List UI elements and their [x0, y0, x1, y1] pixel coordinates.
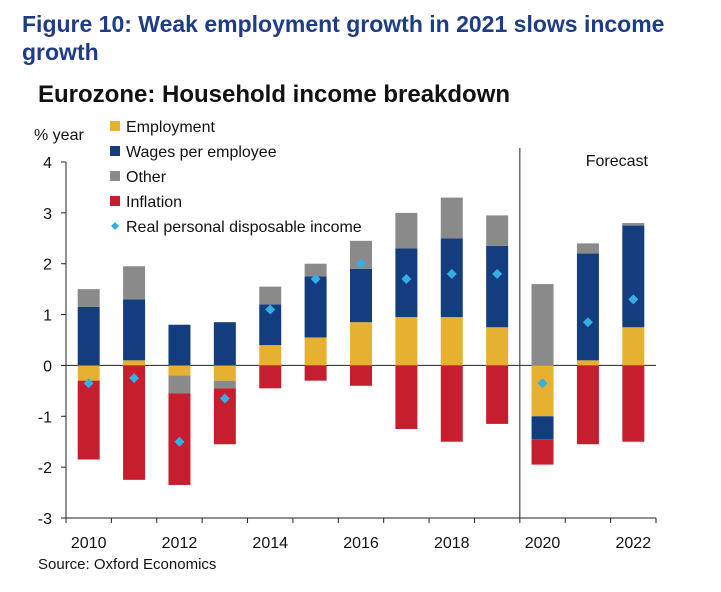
y-tick-label: 4 [43, 155, 52, 172]
bar-employment-2015 [304, 337, 327, 366]
point-real-personal-disposable-income-2012 [174, 436, 185, 447]
bar-inflation-2015 [304, 365, 327, 381]
bar-inflation-2018 [440, 365, 463, 442]
bar-inflation-2019 [486, 365, 509, 424]
bar-employment-2017 [395, 317, 418, 366]
bar-other-2010 [77, 289, 100, 307]
bar-other-2015 [304, 263, 327, 277]
bar-other-2017 [395, 212, 418, 249]
y-tick-label: -3 [38, 511, 52, 528]
legend-label-real-personal-disposable-income: Real personal disposable income [126, 219, 362, 236]
legend-swatch-other [110, 171, 120, 181]
bar-other-2019 [486, 215, 509, 246]
point-real-personal-disposable-income-2014 [265, 304, 276, 315]
bar-wages-per-employee-2022 [622, 225, 645, 328]
bar-other-2018 [440, 197, 463, 239]
bar-inflation-2011 [123, 365, 146, 480]
bar-inflation-2020 [531, 439, 554, 465]
y-tick-label: 1 [43, 308, 52, 325]
legend-label-inflation: Inflation [126, 194, 182, 211]
bar-employment-2021 [576, 360, 599, 366]
source-note: Source: Oxford Economics [38, 556, 217, 573]
bar-wages-per-employee-2016 [350, 268, 372, 323]
bar-employment-2016 [350, 322, 372, 366]
point-real-personal-disposable-income-2015 [310, 273, 321, 284]
bar-employment-2011 [123, 360, 146, 366]
legend-swatch-real-personal-disposable-income [111, 222, 119, 230]
bar-employment-2020 [531, 365, 554, 417]
bar-wages-per-employee-2020 [531, 416, 554, 440]
bar-other-2012 [168, 375, 191, 394]
point-real-personal-disposable-income-2016 [356, 258, 366, 269]
point-real-personal-disposable-income-2019 [492, 268, 503, 279]
legend-label-employment: Employment [126, 119, 215, 136]
bar-employment-2018 [440, 317, 463, 366]
forecast-label: Forecast [586, 153, 649, 170]
x-tick-label: 2016 [343, 535, 379, 552]
y-tick-label: -2 [38, 460, 52, 477]
point-real-personal-disposable-income-2020 [537, 378, 548, 389]
bar-wages-per-employee-2010 [77, 306, 100, 366]
x-tick-label: 2018 [434, 535, 470, 552]
x-tick-label: 2014 [252, 535, 288, 552]
legend-label-other: Other [126, 169, 167, 186]
y-tick-label: -1 [38, 409, 52, 426]
point-real-personal-disposable-income-2022 [628, 294, 639, 305]
figure-title: Figure 10: Weak employment growth in 202… [22, 11, 665, 65]
bar-other-2022 [622, 223, 645, 226]
x-tick-label: 2010 [71, 535, 107, 552]
y-tick-label: 3 [43, 206, 52, 223]
point-real-personal-disposable-income-2010 [83, 378, 94, 389]
y-tick-label: 0 [43, 358, 52, 375]
bar-wages-per-employee-2015 [304, 276, 327, 338]
bar-inflation-2014 [259, 365, 282, 389]
bar-other-2021 [576, 243, 599, 254]
bar-other-2016 [350, 240, 372, 269]
legend-swatch-employment [110, 121, 120, 131]
x-tick-label: 2022 [616, 535, 652, 552]
bar-wages-per-employee-2019 [486, 245, 509, 328]
bar-inflation-2013 [213, 388, 236, 445]
legend-swatch-wages-per-employee [110, 146, 120, 156]
bar-other-2014 [259, 286, 282, 305]
point-real-personal-disposable-income-2017 [401, 273, 412, 284]
bar-other-2011 [123, 266, 146, 300]
bar-other-2013 [213, 380, 236, 389]
chart-title: Eurozone: Household income breakdown [38, 81, 511, 108]
y-axis-label: % year [34, 127, 84, 144]
legend-label-wages-per-employee: Wages per employee [126, 144, 277, 161]
point-real-personal-disposable-income-2013 [219, 393, 230, 404]
bar-wages-per-employee-2021 [576, 253, 599, 361]
bar-inflation-2010 [77, 380, 100, 460]
point-real-personal-disposable-income-2021 [582, 317, 593, 328]
bar-employment-2014 [259, 345, 282, 366]
x-tick-label: 2020 [525, 535, 561, 552]
bar-employment-2022 [622, 327, 645, 366]
x-tick-label: 2012 [162, 535, 198, 552]
bar-wages-per-employee-2013 [213, 322, 236, 366]
bar-wages-per-employee-2012 [168, 324, 191, 366]
legend-swatch-inflation [110, 196, 120, 206]
bar-employment-2019 [486, 327, 509, 366]
bar-inflation-2021 [576, 365, 599, 445]
bar-wages-per-employee-2014 [259, 304, 282, 346]
bar-inflation-2016 [350, 365, 372, 386]
bar-employment-2012 [168, 365, 191, 376]
bar-other-2020 [531, 284, 554, 366]
point-real-personal-disposable-income-2018 [446, 268, 457, 279]
bar-employment-2010 [77, 365, 100, 381]
bar-inflation-2017 [395, 365, 418, 429]
bar-wages-per-employee-2011 [123, 299, 146, 361]
point-real-personal-disposable-income-2011 [129, 373, 140, 384]
bar-employment-2013 [213, 365, 236, 381]
bar-inflation-2022 [622, 365, 645, 442]
y-tick-label: 2 [43, 257, 52, 274]
